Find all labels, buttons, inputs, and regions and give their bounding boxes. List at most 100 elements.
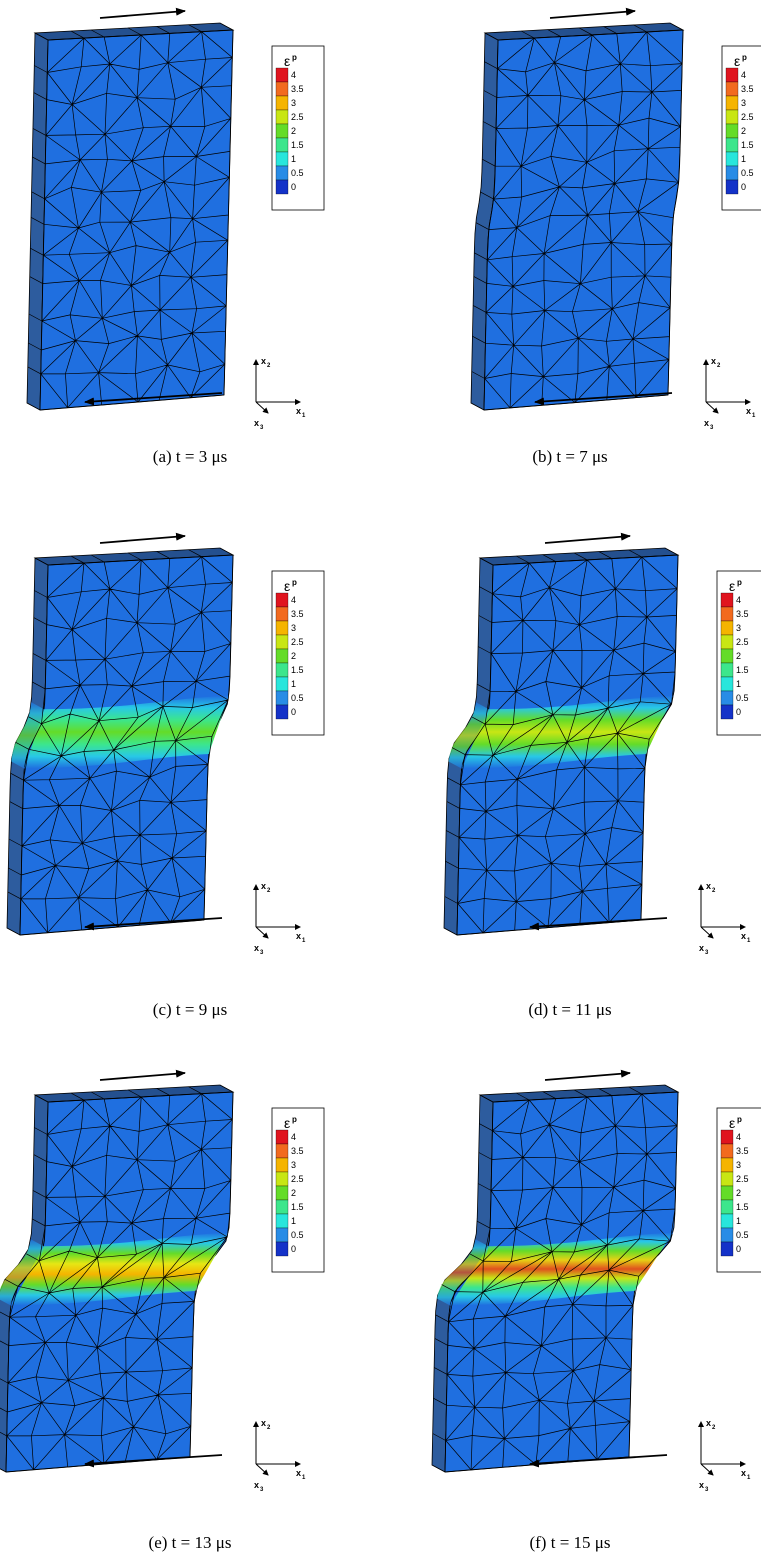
legend-swatch	[721, 705, 733, 719]
legend-swatch	[721, 649, 733, 663]
legend-swatch	[721, 1228, 733, 1242]
axis-subscript: 1	[302, 938, 306, 944]
legend-label: 0.5	[291, 1230, 304, 1240]
legend-label: 0	[291, 1244, 296, 1254]
legend-superscript: p	[737, 1115, 742, 1124]
legend-label: 3.5	[291, 84, 304, 94]
legend-label: 3.5	[291, 1146, 304, 1156]
legend-label: 3	[291, 1160, 296, 1170]
axis-subscript: 2	[712, 1425, 716, 1431]
axis-arrow	[701, 1464, 713, 1475]
legend-swatch	[276, 1228, 288, 1242]
axis-label: x	[296, 1468, 301, 1478]
axis-label: x	[746, 406, 751, 416]
legend-label: 3.5	[736, 609, 749, 619]
axis-subscript: 2	[267, 1425, 271, 1431]
legend-label: 1.5	[291, 665, 304, 675]
panel: εp43.532.521.510.50x2x1x3	[444, 536, 761, 956]
legend-swatch	[726, 124, 738, 138]
legend-label: 3	[736, 623, 741, 633]
legend-label: 4	[736, 595, 741, 605]
legend-swatch	[276, 691, 288, 705]
legend-swatch	[726, 68, 738, 82]
legend-swatch	[276, 68, 288, 82]
legend-label: 1.5	[291, 140, 304, 150]
legend-label: 1	[736, 679, 741, 689]
legend-swatch	[276, 96, 288, 110]
legend-label: 4	[291, 595, 296, 605]
legend-label: 1	[741, 154, 746, 164]
axis-subscript: 2	[717, 363, 721, 369]
legend-swatch	[721, 607, 733, 621]
legend-swatch	[276, 152, 288, 166]
legend-swatch	[726, 96, 738, 110]
legend-swatch	[276, 124, 288, 138]
legend-superscript: p	[292, 1115, 297, 1124]
axis-label: x	[261, 1418, 266, 1428]
axis-subscript: 1	[747, 1475, 751, 1481]
axis-subscript: 2	[267, 888, 271, 894]
legend-swatch	[276, 663, 288, 677]
legend-label: 2	[291, 1188, 296, 1198]
legend-label: 3	[736, 1160, 741, 1170]
caption: (c) t = 9 μs	[153, 1000, 227, 1019]
legend-swatch	[721, 663, 733, 677]
legend-superscript: p	[737, 578, 742, 587]
axis-subscript: 2	[267, 363, 271, 369]
legend-label: 2	[291, 126, 296, 136]
legend-swatch	[276, 649, 288, 663]
legend-swatch	[276, 1242, 288, 1256]
legend-title: ε	[734, 53, 740, 69]
legend-label: 4	[736, 1132, 741, 1142]
legend-label: 2.5	[291, 112, 304, 122]
legend-swatch	[721, 1130, 733, 1144]
legend-label: 3.5	[741, 84, 754, 94]
legend-swatch	[721, 691, 733, 705]
axis-subscript: 3	[705, 1487, 709, 1493]
legend-label: 0.5	[736, 693, 749, 703]
legend-label: 0.5	[291, 168, 304, 178]
axis-label: x	[706, 1418, 711, 1428]
axis-label: x	[254, 418, 259, 428]
legend-label: 3	[291, 98, 296, 108]
legend-superscript: p	[292, 578, 297, 587]
legend-superscript: p	[742, 53, 747, 62]
legend-label: 0.5	[736, 1230, 749, 1240]
legend-swatch	[721, 621, 733, 635]
axis-label: x	[254, 943, 259, 953]
legend-label: 0	[741, 182, 746, 192]
legend-label: 1.5	[741, 140, 754, 150]
legend-label: 2	[736, 1188, 741, 1198]
legend-swatch	[276, 1158, 288, 1172]
axis-label: x	[699, 1480, 704, 1490]
panel: εp43.532.521.510.50x2x1x3	[471, 11, 761, 431]
legend-label: 0	[291, 182, 296, 192]
axis-arrow	[256, 927, 268, 938]
axis-subscript: 3	[710, 425, 714, 431]
legend-swatch	[276, 166, 288, 180]
axis-subscript: 1	[747, 938, 751, 944]
caption: (e) t = 13 μs	[149, 1533, 232, 1552]
legend-swatch	[276, 621, 288, 635]
legend-swatch	[276, 1214, 288, 1228]
legend-swatch	[276, 110, 288, 124]
legend-swatch	[276, 180, 288, 194]
legend-swatch	[726, 110, 738, 124]
legend-swatch	[276, 1186, 288, 1200]
legend-swatch	[276, 677, 288, 691]
axis-label: x	[741, 1468, 746, 1478]
legend-swatch	[721, 1242, 733, 1256]
legend-swatch	[276, 1172, 288, 1186]
legend-swatch	[721, 677, 733, 691]
legend-label: 2	[291, 651, 296, 661]
legend-swatch	[721, 593, 733, 607]
axis-subscript: 1	[302, 1475, 306, 1481]
legend-label: 2.5	[291, 1174, 304, 1184]
figure: εp43.532.521.510.50x2x1x3(a) t = 3 μsεp4…	[0, 0, 761, 1560]
axis-label: x	[254, 1480, 259, 1490]
axis-subscript: 1	[752, 413, 756, 419]
axis-label: x	[296, 931, 301, 941]
legend-superscript: p	[292, 53, 297, 62]
